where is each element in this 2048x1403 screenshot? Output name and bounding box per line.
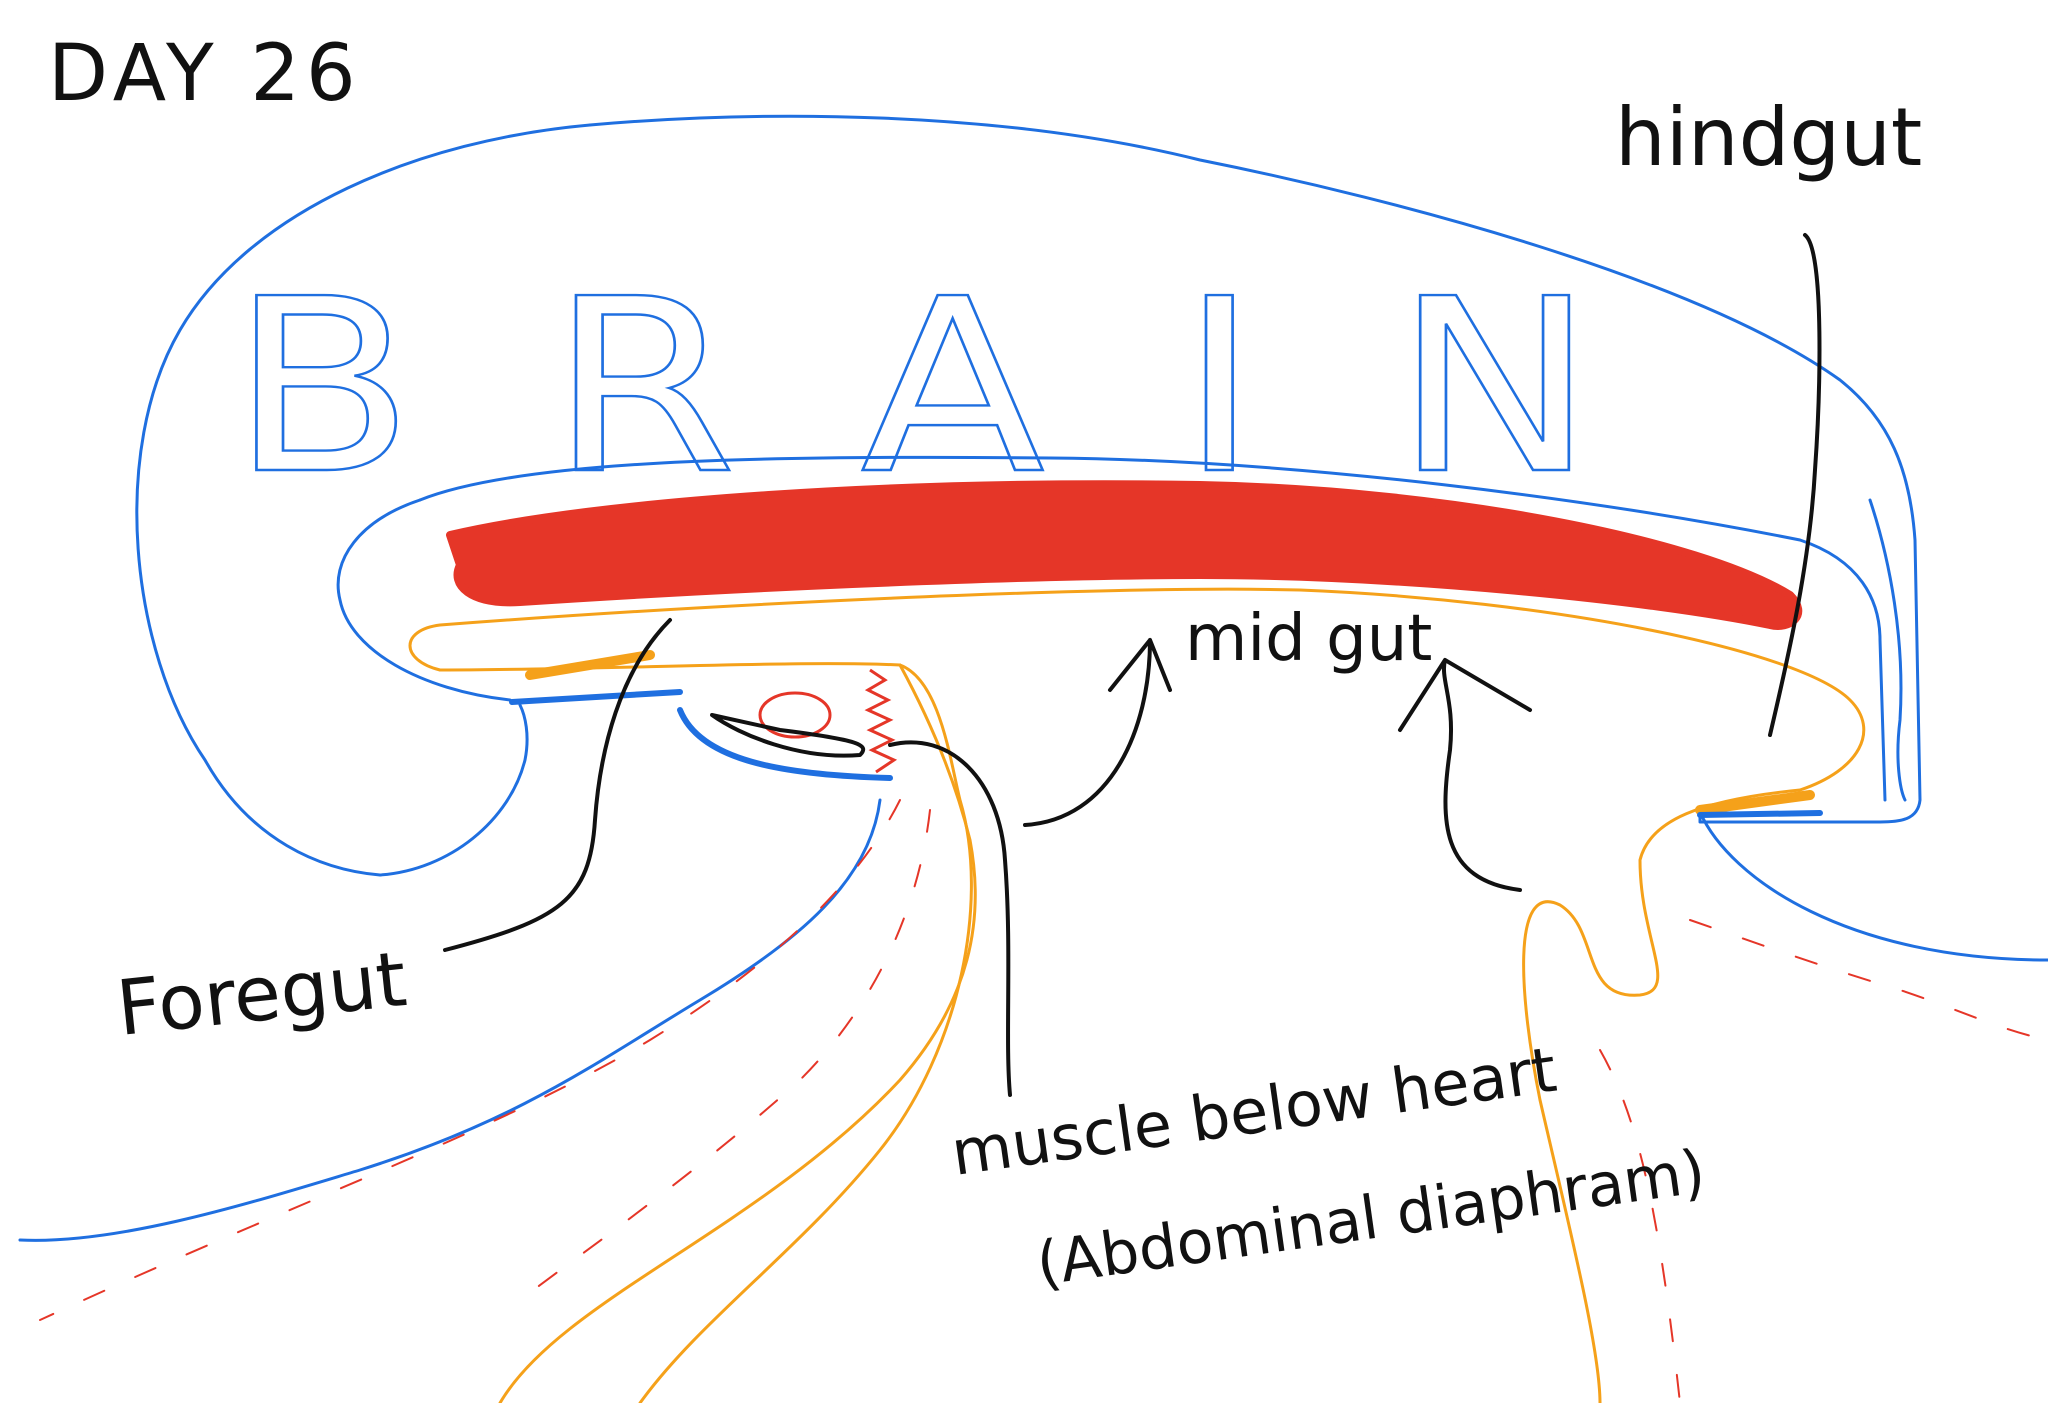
inner-cavity-outline (418, 455, 1887, 802)
vessel-4 (1689, 919, 2048, 1041)
foregut-marker (525, 650, 655, 680)
embryo-outline (588, 114, 2048, 962)
gut-tube (408, 587, 1866, 1403)
hindgut-marker (1695, 790, 1815, 815)
lower-body-outline (18, 798, 882, 1242)
hindgut-leader (1768, 233, 1822, 737)
foregut-leader (443, 618, 672, 952)
septum-zigzag (864, 668, 898, 774)
midgut-arrow-left (1023, 638, 1172, 827)
midgut-label: mid gut (1185, 602, 1432, 676)
neural-tube (446, 480, 1803, 630)
vessel-2 (39, 799, 901, 1321)
brain-label: BRAIN (230, 247, 1730, 527)
gut-tube-inner (498, 663, 977, 1403)
day-label: DAY 26 (48, 29, 362, 119)
heart-chamber-outline (710, 713, 866, 758)
inner-head-outline (336, 498, 512, 702)
vessel-3 (1599, 1049, 1681, 1403)
foregut-floor (509, 689, 683, 705)
foregut-label: Foregut (113, 934, 411, 1053)
brain-letters: BRAIN (229, 246, 1730, 528)
heart (758, 691, 832, 739)
vessel-1 (519, 809, 931, 1301)
midgut-arrow-right (1398, 658, 1532, 892)
right-inner-outline (1868, 498, 1907, 802)
hindgut-floor (1697, 810, 1823, 818)
embryo-head-outline (135, 123, 592, 877)
muscle-leader (888, 740, 1012, 1097)
muscle-label: muscle below heart (947, 1033, 1561, 1190)
heart-floor (677, 707, 893, 781)
hindgut-label: hindgut (1615, 91, 1922, 184)
